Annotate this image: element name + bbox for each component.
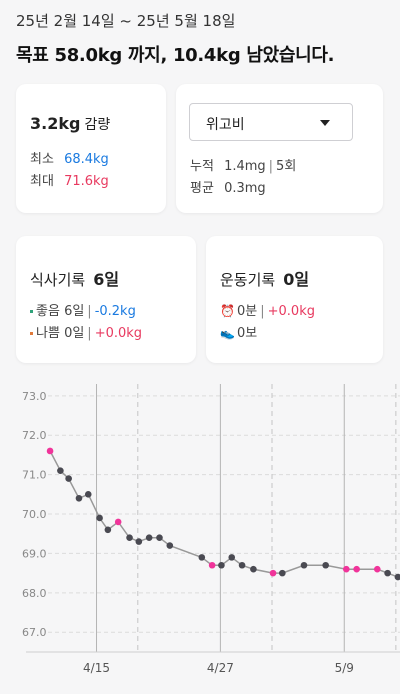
y-tick-label: 70.0 bbox=[22, 508, 47, 521]
medication-total-value: 1.4mg bbox=[224, 159, 266, 174]
meal-record-count: 6일 bbox=[93, 270, 120, 289]
meal-bad-label: 나쁨 bbox=[36, 326, 60, 341]
meal-good-row: 좋음 6일 | -0.2kg bbox=[30, 300, 136, 319]
weight-loss-value: 3.2kg bbox=[30, 114, 81, 133]
weight-data-point bbox=[384, 569, 391, 577]
weight-data-point bbox=[198, 554, 206, 561]
weight-data-point bbox=[208, 561, 216, 569]
exercise-steps-row: 👟 0보 bbox=[220, 322, 257, 341]
weight-series-line bbox=[49, 450, 399, 578]
weight-data-point bbox=[104, 526, 112, 534]
medication-dropdown-value: 위고비 bbox=[206, 117, 245, 133]
exercise-record-label: 운동기록 bbox=[220, 271, 276, 289]
exercise-record-card[interactable]: 운동기록 0일 ⏰ 0분 | +0.0kg 👟 0보 bbox=[206, 236, 383, 363]
exercise-record-title: 운동기록 0일 bbox=[220, 266, 309, 290]
y-tick-label: 69.0 bbox=[22, 547, 47, 560]
weight-data-point bbox=[373, 565, 381, 573]
y-tick-label: 71.0 bbox=[22, 469, 47, 482]
weight-data-point bbox=[114, 518, 122, 526]
weight-data-point bbox=[156, 534, 163, 541]
weight-data-point bbox=[84, 491, 92, 498]
meal-good-delta: -0.2kg bbox=[94, 304, 136, 319]
y-tick-label: 73.0 bbox=[22, 390, 47, 403]
weight-data-point bbox=[218, 561, 225, 569]
medication-avg-label: 평균 bbox=[190, 181, 214, 196]
sneaker-icon: 👟 bbox=[220, 326, 235, 340]
exercise-time-delta: +0.0kg bbox=[267, 304, 315, 319]
min-weight-label: 최소 bbox=[30, 152, 54, 167]
exercise-time-row: ⏰ 0분 | +0.0kg bbox=[220, 304, 315, 319]
weight-data-point bbox=[228, 554, 236, 561]
weight-data-point bbox=[394, 573, 400, 581]
medication-total-label: 누적 bbox=[190, 159, 214, 174]
x-tick-label: 5/9 bbox=[335, 661, 354, 675]
weight-data-point bbox=[322, 561, 329, 569]
y-tick-label: 72.0 bbox=[22, 429, 47, 442]
meal-record-title: 식사기록 6일 bbox=[30, 266, 119, 290]
medication-dropdown[interactable]: 위고비 bbox=[189, 103, 353, 141]
alarm-clock-icon: ⏰ bbox=[220, 304, 235, 318]
meal-good-label: 좋음 bbox=[36, 304, 60, 319]
medication-card: 위고비 누적 1.4mg | 5회 평균 0.3mg bbox=[176, 84, 383, 213]
weight-data-point bbox=[96, 514, 103, 522]
min-weight-value: 68.4kg bbox=[64, 152, 109, 167]
weight-summary-card: 3.2kg 감량 최소 68.4kg 최대 71.6kg bbox=[16, 84, 166, 213]
meal-bad-delta: +0.0kg bbox=[94, 326, 143, 341]
weight-data-point bbox=[343, 565, 350, 573]
caret-down-icon bbox=[320, 120, 330, 126]
y-tick-label: 68.0 bbox=[22, 587, 47, 600]
weight-data-point bbox=[269, 569, 277, 577]
weight-data-point bbox=[238, 561, 246, 569]
medication-total-count: 5회 bbox=[276, 159, 297, 174]
weight-loss-title: 3.2kg 감량 bbox=[30, 114, 110, 134]
weight-data-point bbox=[300, 561, 308, 569]
weight-data-point bbox=[126, 534, 133, 541]
good-bullet-icon bbox=[30, 310, 33, 313]
weight-data-point bbox=[250, 565, 257, 573]
medication-avg-row: 평균 0.3mg bbox=[190, 177, 266, 196]
goal-summary: 목표 58.0kg 까지, 10.4kg 남았습니다. bbox=[16, 45, 335, 66]
weight-data-point bbox=[353, 565, 360, 573]
weight-data-point bbox=[145, 534, 153, 541]
x-tick-label: 4/27 bbox=[207, 661, 234, 675]
weight-data-point bbox=[75, 494, 83, 502]
bad-bullet-icon bbox=[30, 332, 33, 335]
exercise-time-value: 0분 bbox=[237, 304, 258, 319]
meal-good-days: 6일 bbox=[64, 304, 85, 319]
max-weight-value: 71.6kg bbox=[64, 174, 109, 189]
meal-record-label: 식사기록 bbox=[30, 271, 86, 289]
weight-data-point bbox=[46, 447, 54, 455]
medication-avg-value: 0.3mg bbox=[224, 181, 266, 196]
weight-data-point bbox=[279, 569, 286, 577]
meal-record-card[interactable]: 식사기록 6일 좋음 6일 | -0.2kg 나쁨 0일 | +0.0kg bbox=[16, 236, 196, 363]
meal-bad-days: 0일 bbox=[64, 326, 85, 341]
max-weight-row: 최대 71.6kg bbox=[30, 170, 109, 189]
medication-total-row: 누적 1.4mg | 5회 bbox=[190, 159, 297, 174]
y-tick-label: 67.0 bbox=[22, 626, 47, 639]
exercise-record-count: 0일 bbox=[283, 270, 310, 289]
weight-data-point bbox=[65, 475, 72, 482]
min-weight-row: 최소 68.4kg bbox=[30, 148, 109, 167]
weight-data-point bbox=[57, 467, 64, 474]
weight-loss-label: 감량 bbox=[84, 117, 111, 133]
exercise-steps-value: 0보 bbox=[237, 326, 258, 341]
weight-data-point bbox=[166, 542, 174, 549]
max-weight-label: 최대 bbox=[30, 174, 54, 189]
weight-data-point bbox=[135, 538, 143, 545]
meal-bad-row: 나쁨 0일 | +0.0kg bbox=[30, 322, 142, 341]
weight-chart: 73.0 72.0 71.0 70.0 69.0 68.0 67.0 4/15 4/27 5/9 bbox=[22, 384, 400, 675]
x-tick-label: 4/15 bbox=[83, 661, 110, 675]
date-range: 25년 2월 14일 ~ 25년 5월 18일 bbox=[16, 12, 236, 30]
